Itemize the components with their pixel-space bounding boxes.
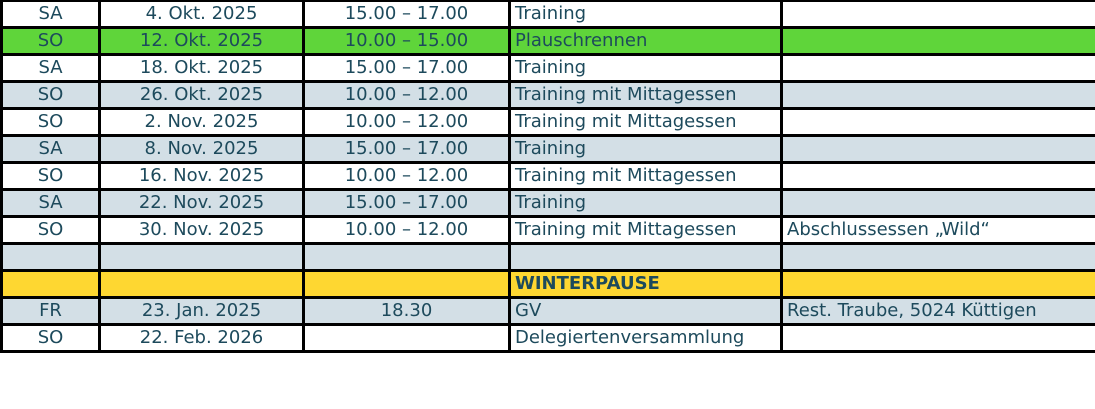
note-cell: Rest. Traube, 5024 Küttigen [780,296,1095,326]
date-cell [98,242,305,272]
day-cell: SA [0,188,101,218]
time-cell: 15.00 – 17.00 [302,0,511,29]
date-cell: 26. Okt. 2025 [98,80,305,110]
table-row: FR 23. Jan. 2025 18.30 GV Rest. Traube, 5024… [0,296,1095,326]
date-cell: 18. Okt. 2025 [98,53,305,83]
note-cell [780,107,1095,137]
event-cell: Delegiertenversammlung [508,323,783,353]
note-cell [780,323,1095,353]
time-cell: 15.00 – 17.00 [302,188,511,218]
table-row: SO 16. Nov. 2025 10.00 – 12.00 Training mit… [0,161,1095,191]
date-cell: 4. Okt. 2025 [98,0,305,29]
event-cell: Training mit Mittagessen [508,80,783,110]
date-cell: 23. Jan. 2025 [98,296,305,326]
date-cell: 2. Nov. 2025 [98,107,305,137]
event-cell: Training [508,53,783,83]
event-cell: Training mit Mittagessen [508,107,783,137]
day-cell: SO [0,323,101,353]
note-cell [780,188,1095,218]
table-row: SA 22. Nov. 2025 15.00 – 17.00 Training [0,188,1095,218]
day-cell: SO [0,26,101,56]
event-cell: Training mit Mittagessen [508,161,783,191]
note-cell [780,0,1095,29]
note-cell [780,161,1095,191]
day-cell: SO [0,215,101,245]
table-row [0,242,1095,272]
event-cell: GV [508,296,783,326]
time-cell: 10.00 – 12.00 [302,80,511,110]
date-cell: 30. Nov. 2025 [98,215,305,245]
time-cell: 15.00 – 17.00 [302,134,511,164]
date-cell [98,269,305,299]
event-cell: Training [508,134,783,164]
day-cell [0,269,101,299]
time-cell: 10.00 – 12.00 [302,215,511,245]
time-cell: 18.30 [302,296,511,326]
time-cell [302,323,511,353]
table-row: SO 30. Nov. 2025 10.00 – 12.00 Training mit… [0,215,1095,245]
date-cell: 16. Nov. 2025 [98,161,305,191]
time-cell: 15.00 – 17.00 [302,53,511,83]
note-cell [780,26,1095,56]
event-cell [508,242,783,272]
table-row: SA 18. Okt. 2025 15.00 – 17.00 Training [0,53,1095,83]
table-row: SO 12. Okt. 2025 10.00 – 15.00 Plauschrenne… [0,26,1095,56]
table-row: SO 2. Nov. 2025 10.00 – 12.00 Training mit … [0,107,1095,137]
day-cell [0,242,101,272]
note-cell: Abschlussessen „Wild“ [780,215,1095,245]
table-row: SA 4. Okt. 2025 15.00 – 17.00 Training [0,0,1095,29]
table-row: SO 22. Feb. 2026 Delegiertenversammlung [0,323,1095,353]
day-cell: SA [0,134,101,164]
time-cell [302,242,511,272]
time-cell: 10.00 – 15.00 [302,26,511,56]
date-cell: 8. Nov. 2025 [98,134,305,164]
table-row: SO 26. Okt. 2025 10.00 – 12.00 Training mit… [0,80,1095,110]
note-cell [780,80,1095,110]
note-cell [780,53,1095,83]
time-cell: 10.00 – 12.00 [302,107,511,137]
table-row: WINTERPAUSE [0,269,1095,299]
day-cell: SO [0,161,101,191]
date-cell: 12. Okt. 2025 [98,26,305,56]
note-cell [780,269,1095,299]
note-cell [780,242,1095,272]
day-cell: SA [0,0,101,29]
table-row: SA 8. Nov. 2025 15.00 – 17.00 Training [0,134,1095,164]
day-cell: SO [0,80,101,110]
date-cell: 22. Feb. 2026 [98,323,305,353]
note-cell [780,134,1095,164]
date-cell: 22. Nov. 2025 [98,188,305,218]
event-cell: WINTERPAUSE [508,269,783,299]
day-cell: SA [0,53,101,83]
schedule-table: SA 4. Okt. 2025 15.00 – 17.00 Training SO 12.… [0,0,1095,353]
event-cell: Training [508,0,783,29]
day-cell: SO [0,107,101,137]
day-cell: FR [0,296,101,326]
time-cell [302,269,511,299]
time-cell: 10.00 – 12.00 [302,161,511,191]
event-cell: Plauschrennen [508,26,783,56]
event-cell: Training [508,188,783,218]
event-cell: Training mit Mittagessen [508,215,783,245]
